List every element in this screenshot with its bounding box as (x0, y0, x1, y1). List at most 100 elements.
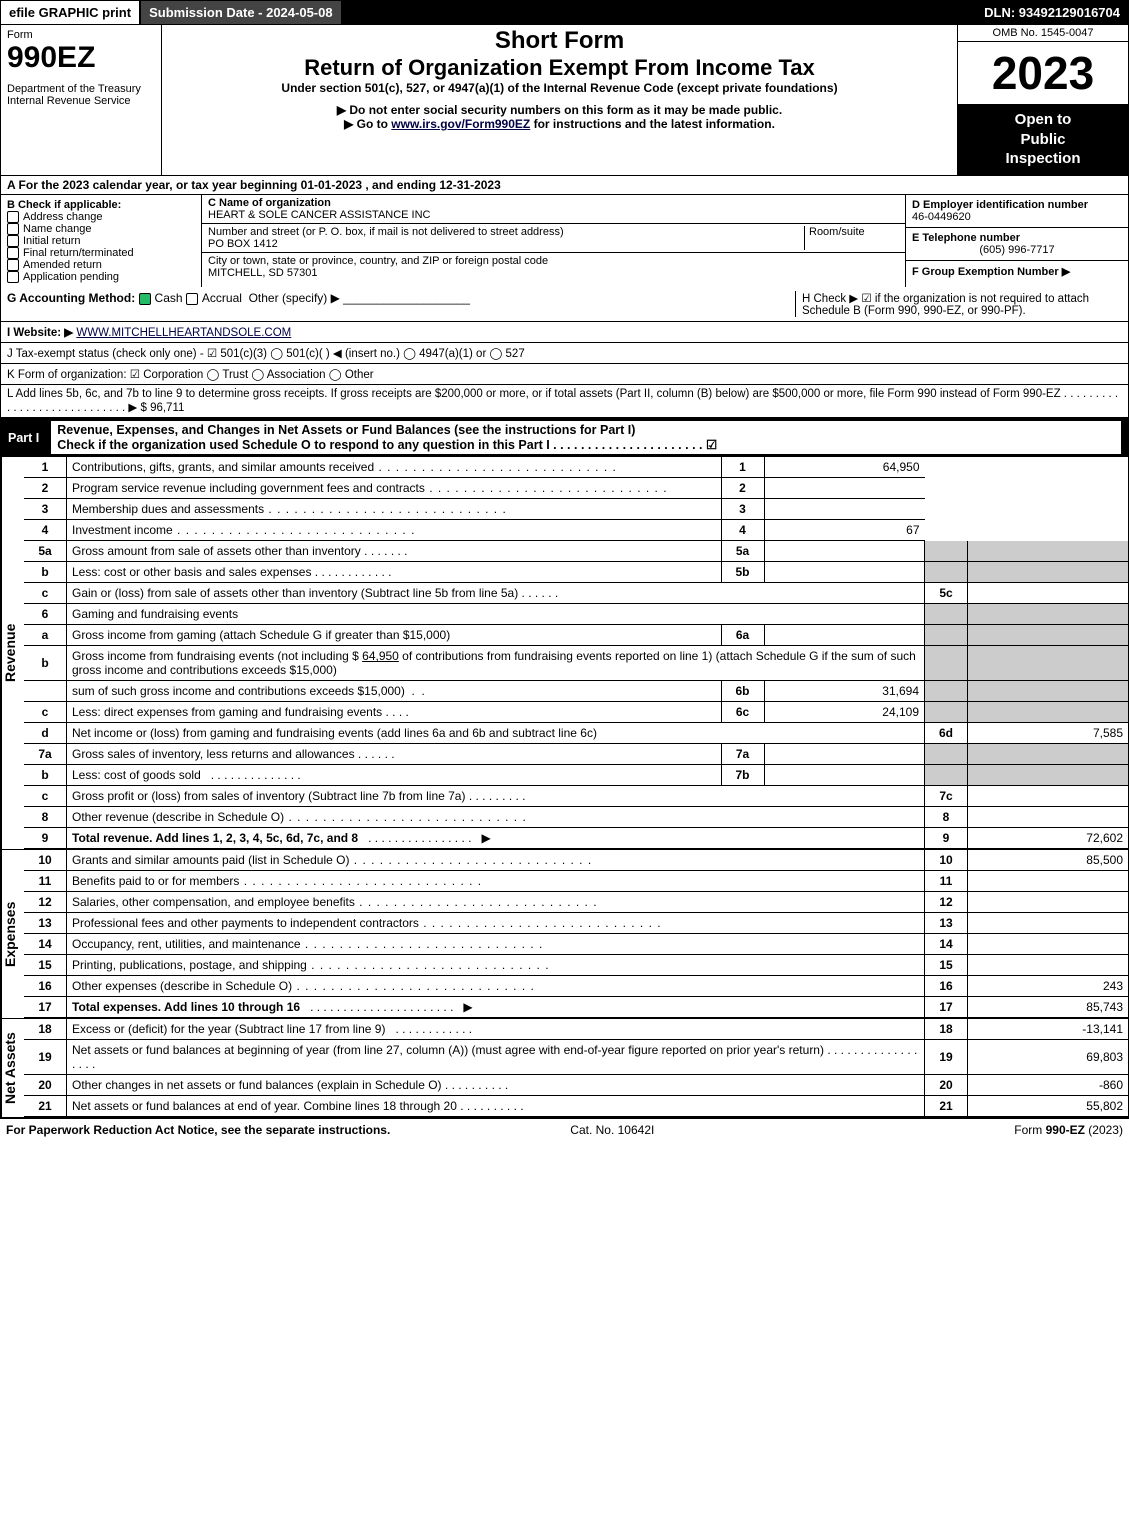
line-13-val (968, 913, 1129, 934)
expenses-vert-label: Expenses (1, 850, 24, 1018)
submission-date: Submission Date - 2024-05-08 (141, 1, 341, 24)
tax-year: 2023 (958, 42, 1128, 104)
line-4-val: 67 (764, 520, 925, 541)
line-21-desc: Net assets or fund balances at end of ye… (67, 1096, 925, 1117)
section-g-h: G Accounting Method: Cash Accrual Other … (0, 287, 1129, 322)
line-6a-midval (764, 625, 925, 646)
line-5c-val (968, 583, 1129, 604)
part-i-sub: Check if the organization used Schedule … (57, 438, 717, 452)
gross-receipts-amount: 96,711 (150, 402, 184, 414)
line-18-desc: Excess or (deficit) for the year (Subtra… (67, 1019, 925, 1040)
opt-other-specify: Other (specify) ▶ (249, 291, 340, 305)
title-main: Return of Organization Exempt From Incom… (168, 55, 951, 81)
ein-label: D Employer identification number (912, 199, 1088, 211)
line-16-desc: Other expenses (describe in Schedule O) (67, 976, 925, 997)
expenses-section: Expenses 10Grants and similar amounts pa… (0, 850, 1129, 1019)
line-18-val: -13,141 (968, 1019, 1129, 1040)
efile-print-button[interactable]: efile GRAPHIC print (1, 1, 139, 24)
street-label: Number and street (or P. O. box, if mail… (208, 226, 564, 238)
line-5a-midval (764, 541, 925, 562)
section-i-website: I Website: ▶ WWW.MITCHELLHEARTANDSOLE.CO… (0, 322, 1129, 343)
opt-cash: Cash (155, 291, 183, 305)
line-12-val (968, 892, 1129, 913)
dept-irs: Internal Revenue Service (7, 95, 155, 107)
checkbox-initial-return[interactable] (7, 235, 19, 247)
line-10-val: 85,500 (968, 850, 1129, 871)
line-15-val (968, 955, 1129, 976)
opt-accrual: Accrual (202, 291, 242, 305)
website-link[interactable]: WWW.MITCHELLHEARTANDSOLE.COM (76, 327, 291, 339)
opt-final-return: Final return/terminated (23, 247, 134, 259)
checkbox-address-change[interactable] (7, 211, 19, 223)
line-5a-desc: Gross amount from sale of assets other t… (67, 541, 722, 562)
subtitle: Under section 501(c), 527, or 4947(a)(1)… (168, 81, 951, 95)
street-address: PO BOX 1412 (208, 238, 278, 250)
dln: DLN: 93492129016704 (976, 1, 1128, 24)
line-17-desc: Total expenses. Add lines 10 through 16 … (67, 997, 925, 1018)
line-6-desc: Gaming and fundraising events (67, 604, 925, 625)
line-6b-desc: Gross income from fundraising events (no… (67, 646, 925, 681)
dept-treasury: Department of the Treasury (7, 83, 155, 95)
city-state-zip: MITCHELL, SD 57301 (208, 267, 317, 279)
line-8-val (968, 807, 1129, 828)
phone-label: E Telephone number (912, 232, 1020, 244)
line-6d-desc: Net income or (loss) from gaming and fun… (67, 723, 925, 744)
note-ssn: ▶ Do not enter social security numbers o… (168, 103, 951, 117)
checkbox-name-change[interactable] (7, 223, 19, 235)
top-bar: efile GRAPHIC print Submission Date - 20… (0, 0, 1129, 25)
line-20-desc: Other changes in net assets or fund bala… (67, 1075, 925, 1096)
line-12-desc: Salaries, other compensation, and employ… (67, 892, 925, 913)
form-number: 990EZ (7, 41, 155, 75)
group-exemption-label: F Group Exemption Number ▶ (912, 266, 1070, 278)
line-16-val: 243 (968, 976, 1129, 997)
line-20-val: -860 (968, 1075, 1129, 1096)
line-5c-desc: Gain or (loss) from sale of assets other… (67, 583, 925, 604)
city-label: City or town, state or province, country… (208, 255, 548, 267)
line-6c-desc: Less: direct expenses from gaming and fu… (67, 702, 722, 723)
line-2-desc: Program service revenue including govern… (67, 478, 722, 499)
paperwork-notice: For Paperwork Reduction Act Notice, see … (6, 1123, 390, 1137)
open-to-public: Open to Public Inspection (958, 104, 1128, 175)
cat-no: Cat. No. 10642I (570, 1123, 654, 1137)
line-4-desc: Investment income (67, 520, 722, 541)
identity-grid: B Check if applicable: Address change Na… (0, 195, 1129, 288)
line-6d-val: 7,585 (968, 723, 1129, 744)
section-k-form-org: K Form of organization: ☑ Corporation ◯ … (0, 364, 1129, 385)
form-id-footer: Form 990-EZ (2023) (1014, 1123, 1123, 1137)
netassets-vert-label: Net Assets (1, 1019, 24, 1117)
line-14-val (968, 934, 1129, 955)
line-9-val: 72,602 (968, 828, 1129, 849)
section-j-tax-status: J Tax-exempt status (check only one) - ☑… (0, 343, 1129, 364)
line-6a-desc: Gross income from gaming (attach Schedul… (67, 625, 722, 646)
line-7a-desc: Gross sales of inventory, less returns a… (67, 744, 722, 765)
line-1-desc: Contributions, gifts, grants, and simila… (67, 457, 722, 478)
checkbox-cash[interactable] (139, 293, 151, 305)
line-2-val (764, 478, 925, 499)
line-7a-midval (764, 744, 925, 765)
form-label: Form (7, 29, 155, 41)
net-assets-section: Net Assets 18Excess or (deficit) for the… (0, 1019, 1129, 1118)
section-a-period: A For the 2023 calendar year, or tax yea… (0, 176, 1129, 195)
note-goto: ▶ Go to www.irs.gov/Form990EZ for instru… (168, 117, 951, 131)
checkbox-application-pending[interactable] (7, 271, 19, 283)
line-7b-midval (764, 765, 925, 786)
checkbox-accrual[interactable] (186, 293, 198, 305)
checkbox-final-return[interactable] (7, 247, 19, 259)
line-11-val (968, 871, 1129, 892)
line-13-desc: Professional fees and other payments to … (67, 913, 925, 934)
line-3-desc: Membership dues and assessments (67, 499, 722, 520)
irs-link[interactable]: www.irs.gov/Form990EZ (391, 117, 530, 131)
phone-value: (605) 996-7717 (912, 244, 1122, 256)
opt-address-change: Address change (23, 211, 103, 223)
line-11-desc: Benefits paid to or for members (67, 871, 925, 892)
line-19-desc: Net assets or fund balances at beginning… (67, 1040, 925, 1075)
opt-amended-return: Amended return (23, 259, 102, 271)
line-19-val: 69,803 (968, 1040, 1129, 1075)
website-label: I Website: ▶ (7, 327, 73, 339)
title-short: Short Form (168, 27, 951, 55)
line-15-desc: Printing, publications, postage, and shi… (67, 955, 925, 976)
checkbox-amended-return[interactable] (7, 259, 19, 271)
line-7b-desc: Less: cost of goods sold . . . . . . . .… (67, 765, 722, 786)
omb-number: OMB No. 1545-0047 (958, 25, 1128, 42)
line-5b-midval (764, 562, 925, 583)
